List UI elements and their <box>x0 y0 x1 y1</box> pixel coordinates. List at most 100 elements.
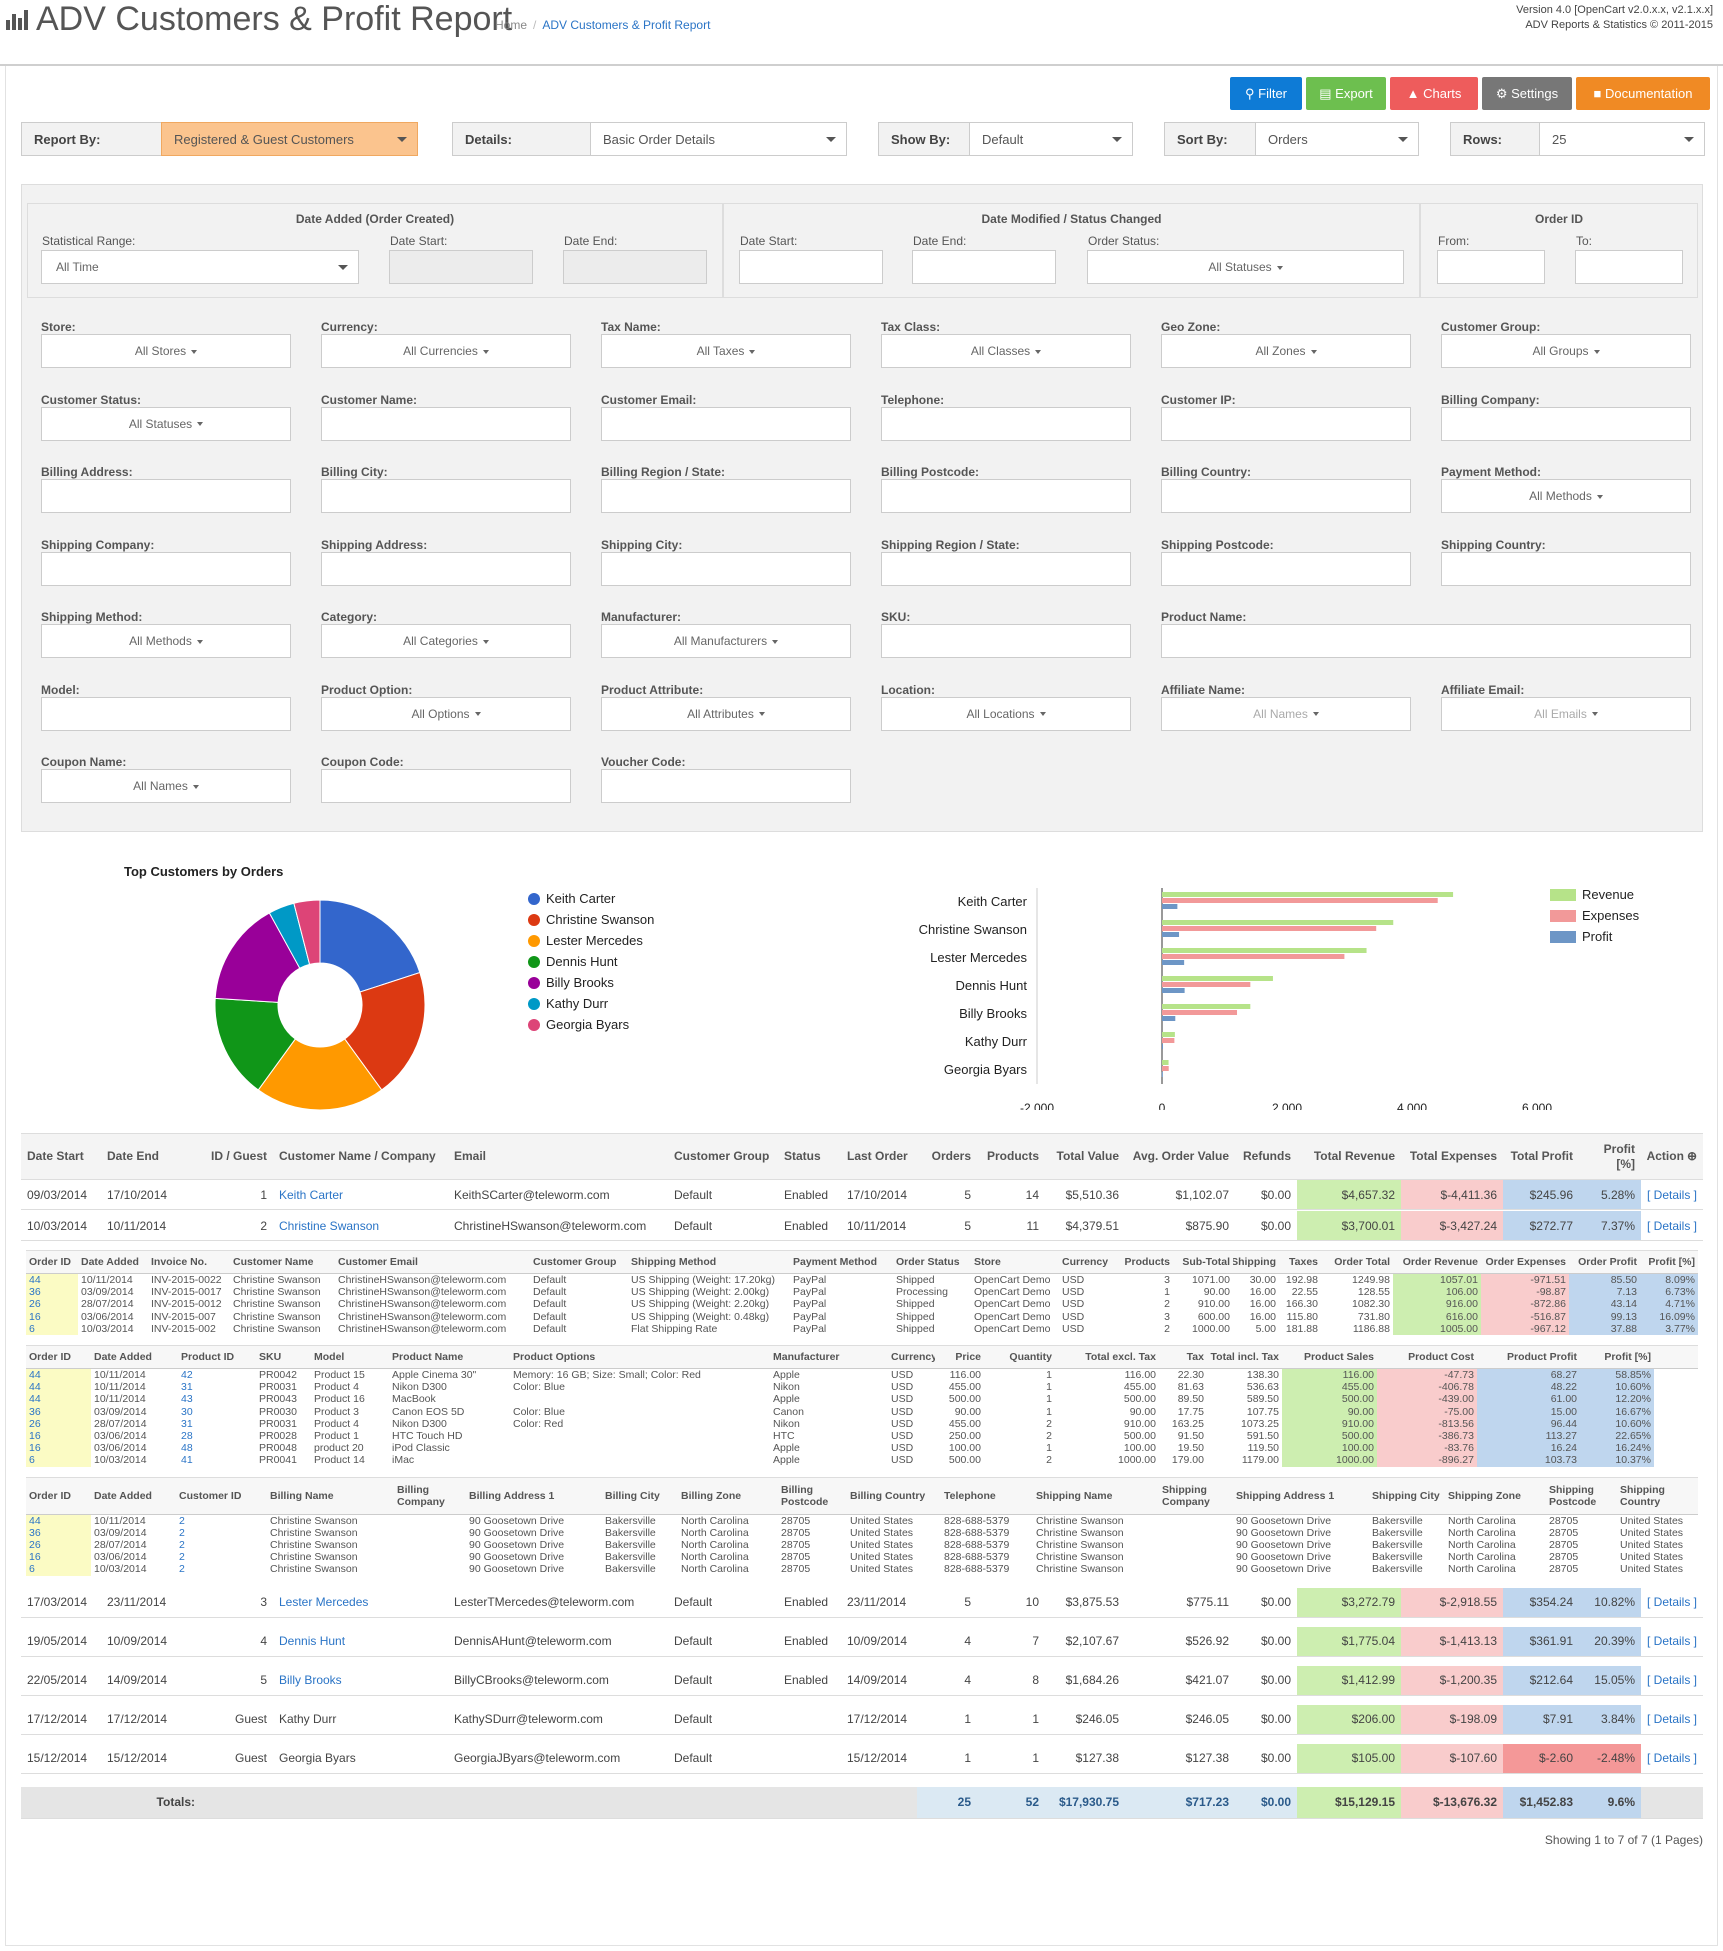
bar-revenue[interactable] <box>1162 920 1394 925</box>
column-header-revenue[interactable]: Total Revenue <box>1297 1134 1401 1179</box>
bar-revenue[interactable] <box>1162 1004 1251 1009</box>
order-status-select[interactable]: All Statuses <box>1087 250 1404 284</box>
filter-select[interactable]: All Manufacturers <box>601 624 851 658</box>
documentation-button[interactable]: ■ Documentation <box>1576 77 1710 110</box>
cell-action[interactable]: [ Details ] <box>1641 1627 1703 1656</box>
cell-action[interactable]: [ Details ] <box>1641 1666 1703 1695</box>
column-header-date-start[interactable]: Date Start <box>21 1134 101 1179</box>
detail-cell[interactable]: 16 <box>29 1442 41 1455</box>
filter-input[interactable] <box>881 551 1131 586</box>
bar-revenue[interactable] <box>1162 892 1454 897</box>
cell-name[interactable]: Keith Carter <box>273 1180 448 1209</box>
detail-cell[interactable]: 31 <box>181 1381 193 1394</box>
bar-expenses[interactable] <box>1162 1010 1238 1015</box>
column-header-status[interactable]: Status <box>778 1134 841 1179</box>
filter-input[interactable] <box>41 479 291 513</box>
column-header-expenses[interactable]: Total Expenses <box>1401 1134 1503 1179</box>
bar-expenses[interactable] <box>1162 898 1438 903</box>
sort-by-select[interactable]: Orders <box>1255 122 1419 156</box>
detail-cell[interactable]: 2 <box>179 1538 185 1551</box>
filter-select[interactable]: All Zones <box>1161 334 1411 368</box>
cell-name[interactable]: Lester Mercedes <box>273 1588 448 1617</box>
column-header-profit[interactable]: Total Profit <box>1503 1134 1579 1179</box>
breadcrumb-home[interactable]: Home <box>495 18 528 32</box>
detail-cell[interactable]: 6 <box>29 1322 35 1335</box>
cell-action[interactable]: [ Details ] <box>1641 1180 1703 1209</box>
column-header-name[interactable]: Customer Name / Company <box>273 1134 448 1179</box>
column-header-products[interactable]: Products <box>977 1134 1045 1179</box>
bar-profit[interactable] <box>1162 960 1185 965</box>
filter-select[interactable]: All Stores <box>41 334 291 368</box>
detail-cell[interactable]: 44 <box>29 1274 41 1286</box>
filter-select[interactable]: All Locations <box>881 696 1131 731</box>
detail-cell[interactable]: 16 <box>29 1430 41 1442</box>
detail-cell[interactable]: 41 <box>181 1454 193 1467</box>
order-id-to-input[interactable] <box>1575 250 1683 284</box>
bar-profit[interactable] <box>1162 1044 1163 1049</box>
cell-name[interactable]: Dennis Hunt <box>273 1627 448 1656</box>
detail-cell[interactable]: 36 <box>29 1526 41 1539</box>
date-modified-end-input[interactable] <box>912 250 1056 284</box>
filter-select[interactable]: All Names <box>41 769 291 803</box>
cell-action[interactable]: [ Details ] <box>1641 1211 1703 1240</box>
bar-expenses[interactable] <box>1162 954 1345 959</box>
filter-select[interactable]: All Emails <box>1441 696 1691 731</box>
plus-circle-icon[interactable]: ⊕ <box>1686 1149 1697 1163</box>
column-header-orders[interactable]: Orders <box>917 1134 977 1179</box>
column-header-avg[interactable]: Avg. Order Value <box>1125 1134 1235 1179</box>
detail-cell[interactable]: 26 <box>29 1298 41 1311</box>
detail-cell[interactable]: 36 <box>29 1405 41 1418</box>
filter-input[interactable] <box>601 406 851 441</box>
order-id-from-input[interactable] <box>1437 250 1545 284</box>
rows-select[interactable]: 25 <box>1539 122 1705 156</box>
filter-input[interactable] <box>881 479 1131 513</box>
detail-cell[interactable]: 36 <box>29 1286 41 1299</box>
filter-input[interactable] <box>321 551 571 586</box>
filter-select[interactable]: All Classes <box>881 334 1131 368</box>
column-header-refunds[interactable]: Refunds <box>1235 1134 1297 1179</box>
column-header-id[interactable]: ID / Guest <box>201 1134 273 1179</box>
date-added-start-input[interactable] <box>389 250 533 284</box>
filter-input[interactable] <box>1441 551 1691 586</box>
filter-button[interactable]: ⚲ Filter <box>1230 77 1302 110</box>
detail-cell[interactable]: 30 <box>181 1405 193 1418</box>
settings-button[interactable]: ⚙ Settings <box>1482 77 1572 110</box>
filter-input[interactable] <box>1161 551 1411 586</box>
filter-select[interactable]: All Taxes <box>601 334 851 368</box>
filter-select[interactable]: All Categories <box>321 624 571 658</box>
detail-cell[interactable]: 16 <box>29 1551 41 1564</box>
detail-cell[interactable]: 2 <box>179 1551 185 1564</box>
detail-cell[interactable]: 26 <box>29 1538 41 1551</box>
bar-profit[interactable] <box>1162 1016 1176 1021</box>
filter-select[interactable]: All Options <box>321 696 571 731</box>
charts-button[interactable]: ▲ Charts <box>1390 77 1478 110</box>
filter-input[interactable] <box>601 769 851 803</box>
bar-profit[interactable] <box>1161 1072 1163 1077</box>
column-header-action[interactable]: Action ⊕ <box>1641 1134 1703 1179</box>
pie-slice[interactable] <box>214 997 297 1091</box>
filter-input[interactable] <box>41 696 291 731</box>
detail-cell[interactable]: 2 <box>179 1563 185 1576</box>
detail-cell[interactable]: 2 <box>179 1514 185 1527</box>
bar-profit[interactable] <box>1162 988 1185 993</box>
bar-profit[interactable] <box>1162 904 1178 909</box>
column-header-email[interactable]: Email <box>448 1134 668 1179</box>
detail-cell[interactable]: 28 <box>181 1430 193 1442</box>
detail-cell[interactable]: 48 <box>181 1442 193 1455</box>
column-header-total-value[interactable]: Total Value <box>1045 1134 1125 1179</box>
filter-input[interactable] <box>1161 479 1411 513</box>
filter-input[interactable] <box>41 551 291 586</box>
bar-expenses[interactable] <box>1162 926 1377 931</box>
cell-name[interactable]: Billy Brooks <box>273 1666 448 1695</box>
filter-input[interactable] <box>321 479 571 513</box>
detail-cell[interactable]: 44 <box>29 1514 41 1527</box>
bar-revenue[interactable] <box>1162 976 1273 981</box>
filter-select[interactable]: All Statuses <box>41 406 291 441</box>
filter-input[interactable] <box>1441 406 1691 441</box>
filter-input[interactable] <box>321 406 571 441</box>
filter-select[interactable]: All Currencies <box>321 334 571 368</box>
cell-action[interactable]: [ Details ] <box>1641 1744 1703 1773</box>
cell-action[interactable]: [ Details ] <box>1641 1588 1703 1617</box>
filter-select[interactable]: All Names <box>1161 696 1411 731</box>
column-header-date-end[interactable]: Date End <box>101 1134 201 1179</box>
